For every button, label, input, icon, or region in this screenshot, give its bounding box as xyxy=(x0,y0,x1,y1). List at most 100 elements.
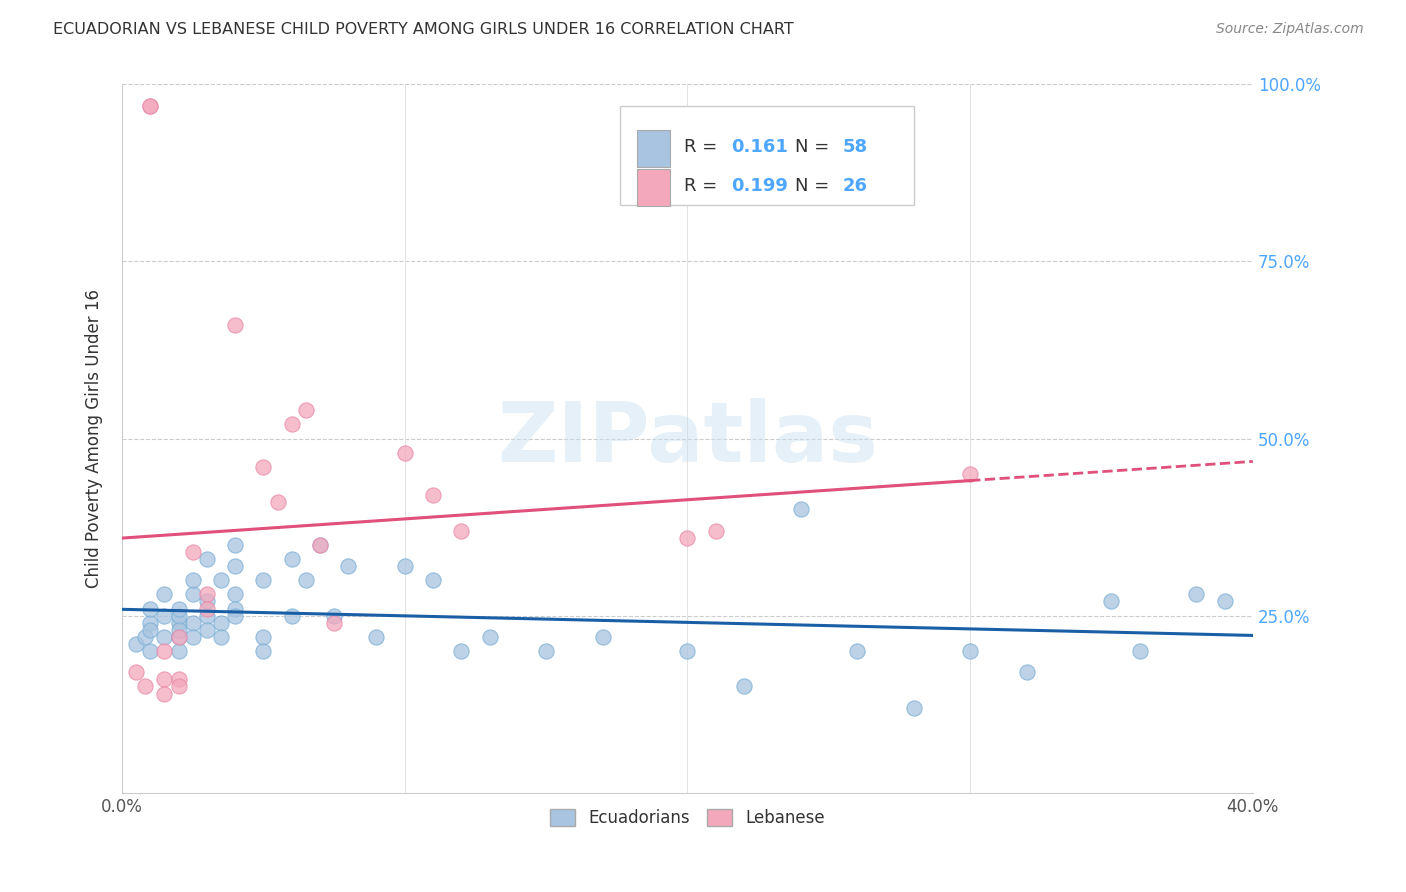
Point xyxy=(534,644,557,658)
Point xyxy=(1101,594,1123,608)
Point xyxy=(125,665,148,680)
Point xyxy=(366,630,388,644)
Point xyxy=(153,673,176,687)
Point xyxy=(195,608,218,623)
Point xyxy=(1129,644,1152,658)
Point xyxy=(209,573,232,587)
Point xyxy=(846,644,869,658)
Point xyxy=(280,552,302,566)
Point xyxy=(450,644,472,658)
Point xyxy=(394,446,416,460)
Point xyxy=(167,630,190,644)
Point xyxy=(139,601,162,615)
Text: R =: R = xyxy=(685,177,723,194)
Text: 0.161: 0.161 xyxy=(731,137,789,156)
Point xyxy=(139,615,162,630)
Text: 0.199: 0.199 xyxy=(731,177,789,194)
Text: R =: R = xyxy=(685,137,723,156)
Point xyxy=(139,644,162,658)
Point xyxy=(134,680,156,694)
Text: ECUADORIAN VS LEBANESE CHILD POVERTY AMONG GIRLS UNDER 16 CORRELATION CHART: ECUADORIAN VS LEBANESE CHILD POVERTY AMO… xyxy=(53,22,794,37)
Bar xyxy=(620,105,914,205)
Y-axis label: Child Poverty Among Girls Under 16: Child Poverty Among Girls Under 16 xyxy=(86,289,103,588)
Point xyxy=(224,608,246,623)
Point xyxy=(181,630,204,644)
Point xyxy=(153,630,176,644)
Point xyxy=(167,601,190,615)
Point xyxy=(209,630,232,644)
Point xyxy=(422,573,444,587)
Point xyxy=(181,573,204,587)
Point xyxy=(167,608,190,623)
Point xyxy=(450,524,472,538)
Point xyxy=(209,615,232,630)
Legend: Ecuadorians, Lebanese: Ecuadorians, Lebanese xyxy=(544,803,831,834)
Point xyxy=(903,700,925,714)
Point xyxy=(125,637,148,651)
Text: 26: 26 xyxy=(842,177,868,194)
Bar xyxy=(637,129,671,167)
Point xyxy=(704,524,727,538)
Point xyxy=(224,601,246,615)
Point xyxy=(337,559,360,574)
Point xyxy=(309,538,332,552)
Point xyxy=(280,417,302,432)
Point xyxy=(153,608,176,623)
Point xyxy=(478,630,501,644)
Point xyxy=(959,467,981,481)
Point xyxy=(167,630,190,644)
Point xyxy=(294,403,316,417)
Point xyxy=(167,680,190,694)
Point xyxy=(195,623,218,637)
Point xyxy=(224,318,246,333)
Point xyxy=(323,615,346,630)
Point xyxy=(195,587,218,601)
Point xyxy=(139,98,162,112)
Point xyxy=(676,644,699,658)
Point xyxy=(167,615,190,630)
Point xyxy=(153,686,176,700)
Text: ZIPatlas: ZIPatlas xyxy=(496,398,877,479)
Point xyxy=(195,552,218,566)
Point xyxy=(181,545,204,559)
Point xyxy=(1185,587,1208,601)
Point xyxy=(323,608,346,623)
Point xyxy=(153,587,176,601)
Point xyxy=(422,488,444,502)
Point xyxy=(294,573,316,587)
Text: N =: N = xyxy=(794,177,835,194)
Point xyxy=(181,587,204,601)
Point xyxy=(153,644,176,658)
Point xyxy=(181,615,204,630)
Point xyxy=(139,98,162,112)
Point xyxy=(195,594,218,608)
Point xyxy=(394,559,416,574)
Point xyxy=(224,559,246,574)
Point xyxy=(733,680,755,694)
Text: Source: ZipAtlas.com: Source: ZipAtlas.com xyxy=(1216,22,1364,37)
Point xyxy=(224,587,246,601)
Point xyxy=(134,630,156,644)
Point xyxy=(789,502,811,516)
Point xyxy=(959,644,981,658)
Point xyxy=(224,538,246,552)
Point xyxy=(167,623,190,637)
Text: 58: 58 xyxy=(842,137,868,156)
Point xyxy=(252,459,274,474)
Point xyxy=(676,531,699,545)
Point xyxy=(195,601,218,615)
Point xyxy=(167,644,190,658)
Point xyxy=(167,673,190,687)
Point xyxy=(266,495,288,509)
Point xyxy=(252,630,274,644)
Bar xyxy=(637,169,671,205)
Point xyxy=(252,573,274,587)
Point xyxy=(252,644,274,658)
Point xyxy=(139,623,162,637)
Point xyxy=(280,608,302,623)
Text: N =: N = xyxy=(794,137,835,156)
Point xyxy=(1015,665,1038,680)
Point xyxy=(592,630,614,644)
Point xyxy=(309,538,332,552)
Point xyxy=(1213,594,1236,608)
